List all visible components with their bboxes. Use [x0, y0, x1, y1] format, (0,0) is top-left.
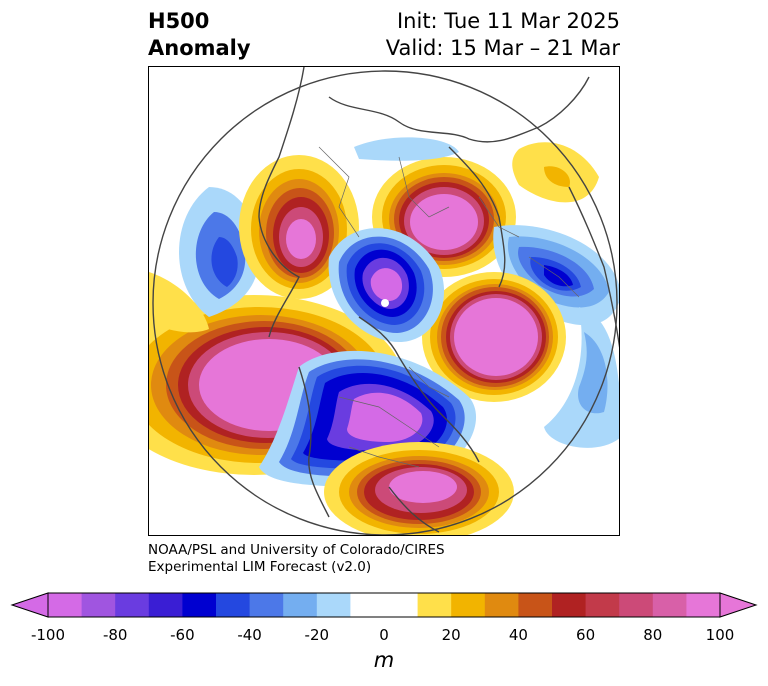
colorbar-tick-label: 0: [379, 626, 389, 644]
colorbar: [10, 592, 758, 618]
colorbar-swatch: [686, 593, 721, 617]
colorbar-swatch: [148, 593, 183, 617]
colorbar-tick-label: -80: [102, 626, 128, 644]
anomaly-north-atlantic: [422, 272, 566, 402]
colorbar-swatch: [249, 593, 284, 617]
colorbar-swatch: [518, 593, 553, 617]
credit-line-2: Experimental LIM Forecast (v2.0): [148, 559, 372, 575]
colorbar-tick-label: -20: [304, 626, 330, 644]
init-date: Init: Tue 11 Mar 2025: [396, 9, 620, 33]
colorbar-tick-label: -40: [237, 626, 262, 644]
title-line-2: Anomaly: [148, 36, 251, 60]
coastline-outline-icon: [152, 67, 619, 535]
colorbar-unit: m: [373, 648, 395, 672]
colorbar-tick-label: 60: [576, 626, 596, 644]
colorbar-swatch: [384, 593, 419, 617]
colorbar-right-arrow: [719, 592, 758, 618]
colorbar-swatch: [451, 593, 486, 617]
map-canvas: [149, 67, 619, 535]
colorbar-tick-label: -60: [170, 626, 195, 644]
credit-line-1: NOAA/PSL and University of Colorado/CIRE…: [148, 542, 445, 558]
colorbar-swatch: [316, 593, 351, 617]
colorbar-swatch: [216, 593, 251, 617]
anomaly-western-ring: [179, 187, 259, 317]
colorbar-swatch: [619, 593, 654, 617]
colorbar-tick-label: 80: [643, 626, 663, 644]
colorbar-tick-label: 20: [441, 626, 461, 644]
colorbar-swatch: [552, 593, 587, 617]
colorbar-tick-label: 100: [705, 626, 735, 644]
chart-title: H500 Anomaly: [148, 8, 251, 62]
anomaly-central-arctic: [328, 228, 445, 342]
country-borders-icon: [318, 146, 580, 468]
anomaly-west-edge-positive: [149, 272, 209, 333]
colorbar-swatch: [484, 593, 519, 617]
colorbar-swatch: [417, 593, 452, 617]
colorbar-swatch: [350, 593, 385, 617]
credit-text: NOAA/PSL and University of Colorado/CIRE…: [148, 542, 445, 576]
anomaly-southeastern-us: [324, 442, 514, 535]
title-line-1: H500: [148, 9, 210, 33]
colorbar-swatch: [652, 593, 687, 617]
colorbar-swatch: [585, 593, 620, 617]
colorbar-border: [47, 592, 721, 618]
colorbar-ticks: -100 -80 -60 -40 -20 0 20 40 60 80 100: [0, 626, 768, 646]
anomaly-map: [148, 66, 620, 536]
colorbar-left-arrow: [10, 592, 49, 618]
anomaly-eastern-siberia: [239, 155, 359, 299]
colorbar-tick-label: 40: [508, 626, 528, 644]
colorbar-swatch: [283, 593, 318, 617]
anomaly-arctic-fringe: [354, 137, 459, 161]
north-pole-marker: [381, 299, 389, 307]
colorbar-swatch: [182, 593, 217, 617]
valid-date-range: Valid: 15 Mar – 21 Mar: [385, 36, 620, 60]
colorbar-swatches: [48, 593, 721, 617]
anomaly-north-africa-core: [544, 166, 570, 187]
anomaly-east-atlantic-core: [578, 332, 608, 414]
colorbar-swatch: [81, 593, 116, 617]
colorbar-swatch: [48, 593, 83, 617]
colorbar-swatch: [115, 593, 150, 617]
forecast-dates: Init: Tue 11 Mar 2025 Valid: 15 Mar – 21…: [386, 8, 620, 62]
colorbar-tick-label: -100: [30, 626, 66, 644]
